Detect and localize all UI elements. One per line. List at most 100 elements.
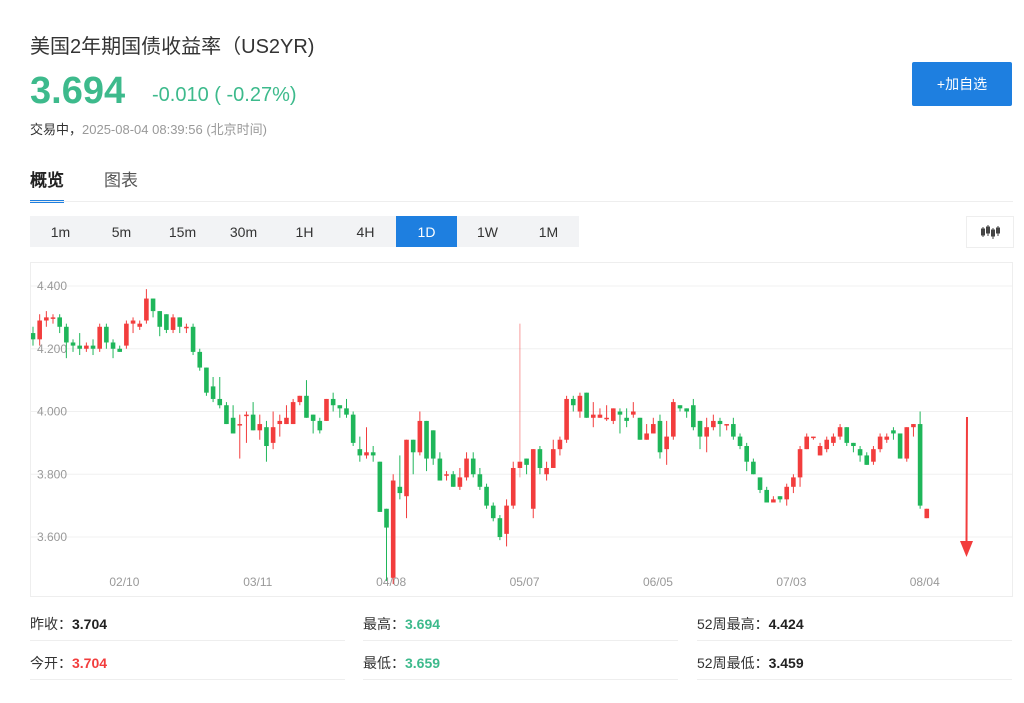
candle-body: [317, 420, 323, 431]
stat-open: 今开： 3.704: [30, 647, 345, 680]
candle-body: [450, 474, 456, 487]
candle: [31, 326, 36, 346]
candle: [904, 427, 910, 462]
candle: [530, 449, 536, 519]
y-tick-label: 3.800: [37, 467, 67, 481]
divider: [30, 201, 1013, 202]
candle-body: [250, 414, 256, 431]
candle: [864, 452, 870, 465]
candle: [824, 436, 830, 453]
candle-body: [597, 414, 603, 418]
page-title: 美国2年期国债收益率（US2YR): [30, 36, 315, 58]
candle: [57, 314, 62, 334]
candle-body: [804, 436, 810, 450]
candle-body: [697, 420, 703, 437]
candle: [651, 417, 656, 434]
candle: [831, 433, 836, 447]
candle-body: [444, 474, 449, 476]
candle-body: [504, 505, 509, 534]
candle: [570, 395, 576, 412]
candle-body: [857, 449, 863, 456]
interval-1m[interactable]: 1m: [50, 223, 71, 240]
candle-body: [90, 345, 96, 349]
candle-body: [117, 348, 123, 352]
candle-body: [237, 424, 243, 426]
candle: [470, 452, 476, 478]
interval-30m[interactable]: 30m: [229, 223, 258, 240]
candle: [684, 408, 689, 418]
candle-body: [290, 402, 296, 425]
candle-body: [631, 411, 636, 415]
candle-body: [537, 449, 543, 468]
candle: [317, 417, 323, 434]
candle-body: [470, 458, 476, 475]
candle: [924, 508, 930, 519]
candle-body: [564, 398, 569, 440]
candle-body: [704, 427, 709, 437]
candle-body: [577, 395, 583, 412]
candle: [144, 289, 149, 324]
candle: [757, 477, 763, 494]
candle-body: [277, 420, 283, 425]
candle-body: [230, 417, 236, 434]
interval-4h[interactable]: 4H: [356, 223, 375, 240]
candle: [397, 455, 403, 500]
interval-1w[interactable]: 1W: [477, 223, 498, 240]
candle-body: [84, 345, 89, 349]
interval-1d[interactable]: 1D: [396, 216, 457, 247]
candle-body: [671, 402, 676, 437]
candle-body: [204, 367, 209, 393]
y-tick-label: 3.600: [37, 530, 67, 544]
candle: [97, 323, 102, 352]
candle-body: [44, 317, 49, 321]
candle: [430, 430, 436, 465]
x-tick-label: 03/11: [243, 575, 272, 589]
timestamp: 2025-08-04 08:39:56 (北京时间): [82, 122, 267, 137]
candle: [297, 395, 303, 406]
candle-body: [797, 449, 803, 478]
stat-value: 4.424: [768, 616, 804, 632]
candle-body: [651, 424, 656, 434]
stat-label: 最高：: [363, 616, 405, 632]
candle: [344, 398, 349, 418]
candle-body: [37, 320, 42, 340]
tab-overview[interactable]: 概览: [30, 166, 64, 203]
stat-value: 3.694: [405, 616, 441, 632]
candle-body: [70, 342, 76, 346]
candle: [237, 414, 243, 459]
candle-body: [510, 467, 516, 506]
x-tick-label: 05/07: [510, 575, 540, 589]
stat-label: 今开：: [30, 655, 72, 671]
y-tick-label: 4.000: [37, 405, 67, 419]
candle: [597, 408, 603, 418]
status-text: 交易中，: [30, 122, 83, 137]
candle: [817, 442, 823, 456]
candle-body: [144, 298, 149, 321]
candle: [190, 323, 196, 356]
price-change: -0.010 ( -0.27%): [152, 84, 297, 106]
candle: [50, 314, 56, 324]
chart-type-button[interactable]: [966, 216, 1014, 248]
candle: [717, 417, 723, 437]
candle-body: [197, 351, 203, 368]
interval-1h[interactable]: 1H: [295, 223, 314, 240]
candle: [637, 417, 643, 440]
add-to-watchlist-button[interactable]: +加自选: [912, 62, 1012, 106]
candle-body: [584, 392, 589, 418]
interval-15m[interactable]: 15m: [168, 223, 197, 240]
candle-body: [64, 326, 69, 343]
candle-body: [751, 461, 756, 475]
candle-body: [350, 414, 356, 443]
candle: [764, 486, 769, 503]
candle: [104, 323, 109, 349]
candle: [811, 436, 816, 440]
candle: [424, 420, 429, 472]
interval-1mo[interactable]: 1M: [538, 223, 559, 240]
candle: [444, 471, 449, 481]
x-tick-label: 02/10: [109, 575, 139, 589]
candle: [44, 311, 49, 327]
tab-chart[interactable]: 图表: [104, 171, 138, 190]
candle-body: [610, 408, 616, 421]
interval-5m[interactable]: 5m: [111, 223, 132, 240]
candlestick-chart[interactable]: 4.400 4.200 4.000 3.800 3.600 02/10 03/11 04/08…: [30, 262, 1013, 597]
